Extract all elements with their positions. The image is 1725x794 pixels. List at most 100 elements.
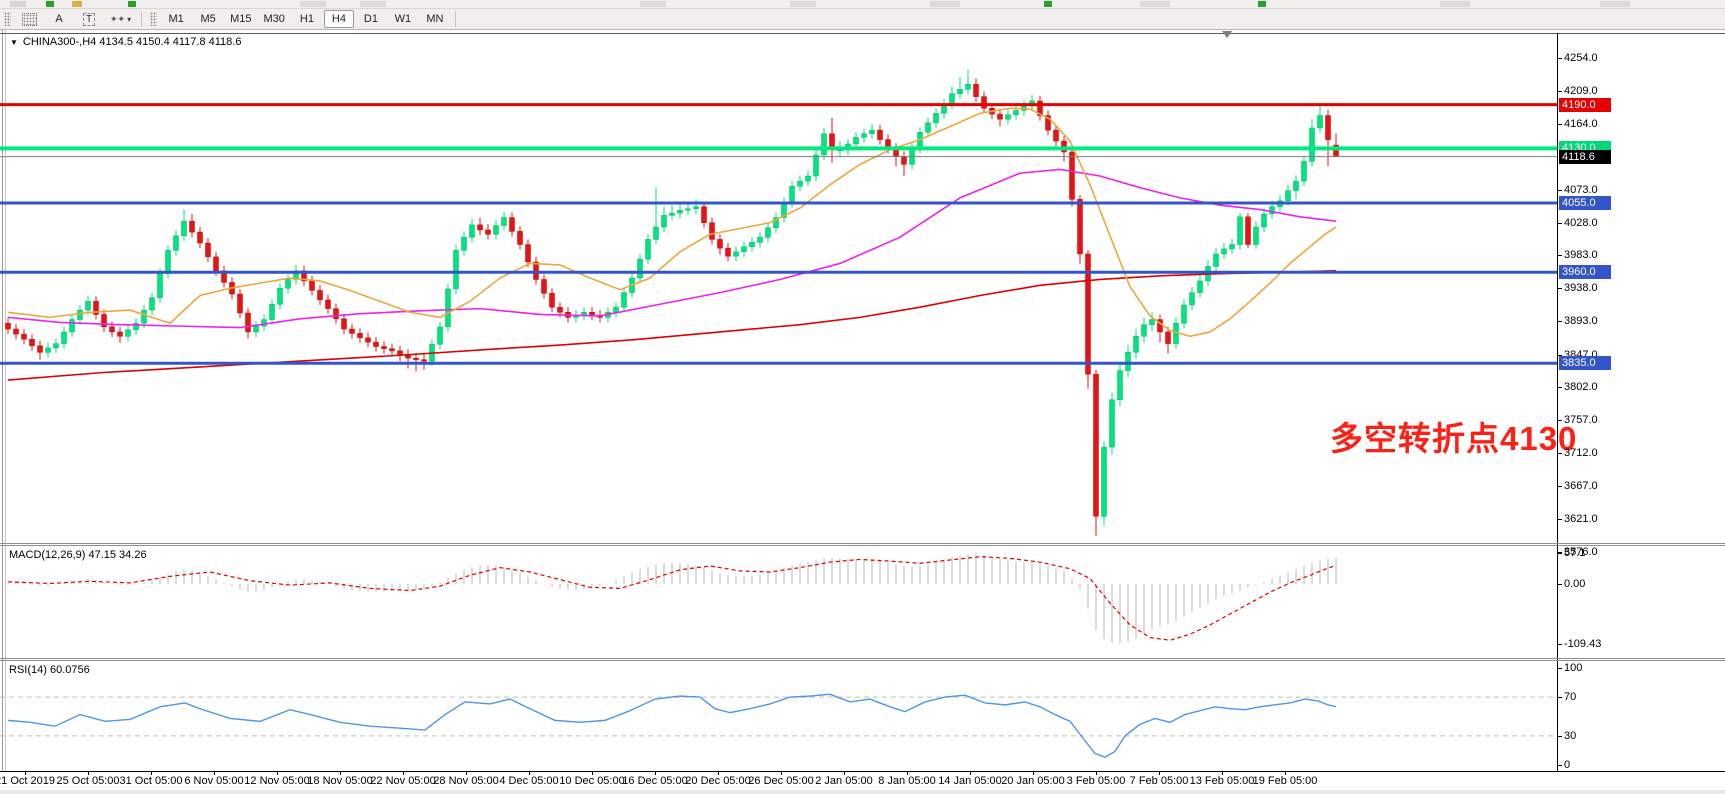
candle-body xyxy=(733,251,739,257)
candle-body xyxy=(725,247,731,257)
candle-body xyxy=(325,299,331,309)
candle-body xyxy=(1197,280,1203,293)
candle-body xyxy=(853,137,859,145)
candle-body xyxy=(613,306,619,313)
candle-body xyxy=(957,89,963,94)
time-tick-label: 10 Dec 05:00 xyxy=(559,775,625,787)
macd-tick-label: 57.1 xyxy=(1564,546,1586,559)
price-level-badge: 4190.0 xyxy=(1559,97,1611,112)
chart-text-annotation[interactable]: 多空转折点4130 xyxy=(1330,420,1578,457)
candle-body xyxy=(1293,180,1299,191)
candle-body xyxy=(557,306,563,313)
time-tick-mark xyxy=(214,771,215,775)
rsi-canvas xyxy=(0,693,1557,759)
candle-body xyxy=(53,343,59,349)
price-level-badge: 3960.0 xyxy=(1559,265,1611,280)
panel-separator[interactable] xyxy=(0,658,1725,659)
price-tick-label: 4028.0 xyxy=(1564,216,1598,229)
candle-body xyxy=(1101,446,1107,517)
candle-body xyxy=(197,231,203,244)
toolbar-drag-handle[interactable] xyxy=(4,12,11,26)
panel-separator[interactable] xyxy=(0,543,1725,544)
candle-body xyxy=(973,83,979,97)
timeframe-button-d1[interactable]: D1 xyxy=(363,13,378,25)
timeframe-button-h4[interactable]: H4 xyxy=(323,10,354,28)
time-tick-mark xyxy=(340,771,341,775)
timeframe-button-w1[interactable]: W1 xyxy=(394,13,412,25)
candle-body xyxy=(1085,253,1091,375)
macd-tick-mark xyxy=(1557,552,1562,554)
toolbar-fragment xyxy=(10,1,26,7)
macd-canvas xyxy=(7,552,1337,644)
candle-body xyxy=(517,231,523,245)
macd-panel-plot[interactable] xyxy=(0,546,1557,658)
candle-body xyxy=(1325,115,1331,140)
ma-fast-line xyxy=(7,107,1337,338)
text-tool-button[interactable]: T xyxy=(75,10,103,28)
rsi-tick-label: 70 xyxy=(1564,691,1577,704)
main-chart-plot[interactable] xyxy=(0,30,1557,543)
timeframe-button-m1[interactable]: M1 xyxy=(168,13,184,25)
timeframe-button-m30[interactable]: M30 xyxy=(263,13,285,25)
candle-body xyxy=(157,273,163,298)
candle-body xyxy=(997,113,1003,120)
candle-body xyxy=(493,225,499,235)
timeframe-drag-handle[interactable] xyxy=(150,12,158,26)
candle-body xyxy=(261,319,267,327)
ma-mid-line xyxy=(7,168,1337,329)
symbol-dropdown-icon[interactable]: ▼ xyxy=(10,37,18,47)
cursor-tool-button[interactable]: A xyxy=(55,13,63,25)
candle-body xyxy=(645,239,651,260)
toolbar-fragment xyxy=(640,1,666,7)
rsi-panel-plot[interactable] xyxy=(0,661,1557,771)
timeframe-button-h1[interactable]: H1 xyxy=(299,13,314,25)
toolbar-fragment xyxy=(360,1,386,7)
candle-body xyxy=(821,133,827,156)
timeframe-button-m5[interactable]: M5 xyxy=(200,13,216,25)
candle-body xyxy=(21,333,27,340)
timeframe-button-m15[interactable]: M15 xyxy=(230,13,252,25)
price-level-badge: 4118.6 xyxy=(1559,149,1611,164)
time-tick-label: 21 Oct 2019 xyxy=(0,775,55,787)
candle-body xyxy=(789,185,795,203)
candle-body xyxy=(245,312,251,333)
candle-body xyxy=(381,346,387,349)
candle-body xyxy=(685,208,691,211)
candle-body xyxy=(669,212,675,216)
time-tick-label: 25 Oct 05:00 xyxy=(56,775,120,787)
rsi-tick-label: 30 xyxy=(1564,729,1577,742)
candle-body xyxy=(677,210,683,214)
time-tick-mark xyxy=(907,771,908,775)
time-tick-mark xyxy=(655,771,656,775)
grid-tool-icon[interactable] xyxy=(15,10,43,28)
candle-body xyxy=(1181,304,1187,324)
toolbar-fragment xyxy=(1440,1,1470,7)
chart-title: ▼ CHINA300-,H4 4134.5 4150.4 4117.8 4118… xyxy=(10,36,241,48)
time-tick-label: 18 Nov 05:00 xyxy=(307,775,373,787)
candle-body xyxy=(1013,110,1019,116)
candle-body xyxy=(1221,248,1227,255)
timeframe-button-mn[interactable]: MN xyxy=(426,13,444,25)
candle-body xyxy=(1005,114,1011,120)
macd-indicator-label: MACD(12,26,9) 47.15 34.26 xyxy=(9,549,147,561)
price-tick-label: 3893.0 xyxy=(1564,315,1598,327)
time-tick-label: 20 Dec 05:00 xyxy=(685,775,751,787)
chart-shift-marker-icon[interactable] xyxy=(1222,31,1232,38)
candle-body xyxy=(373,341,379,347)
time-axis[interactable]: 21 Oct 2019 25 Oct 05:00 31 Oct 05:00 6 Nov… xyxy=(0,771,1725,790)
macd-tick-mark xyxy=(1557,643,1562,645)
candle-body xyxy=(125,329,131,337)
price-tick-mark xyxy=(1557,551,1562,553)
time-tick-mark xyxy=(1285,771,1286,775)
macd-tick-label: 0.00 xyxy=(1564,578,1586,590)
candle-body xyxy=(37,345,43,353)
price-tick-label: 3667.0 xyxy=(1564,479,1598,492)
candle-body xyxy=(253,325,259,333)
time-tick-label: 22 Nov 05:00 xyxy=(370,775,436,787)
window-toolbar-cropped xyxy=(0,0,1725,9)
candle-body xyxy=(469,224,475,238)
candle-body xyxy=(925,122,931,133)
toolbar-fragment xyxy=(790,1,816,7)
window-bottom-edge xyxy=(0,790,1725,794)
objects-dropdown-button[interactable]: ✦✦ ▾ xyxy=(105,10,136,28)
